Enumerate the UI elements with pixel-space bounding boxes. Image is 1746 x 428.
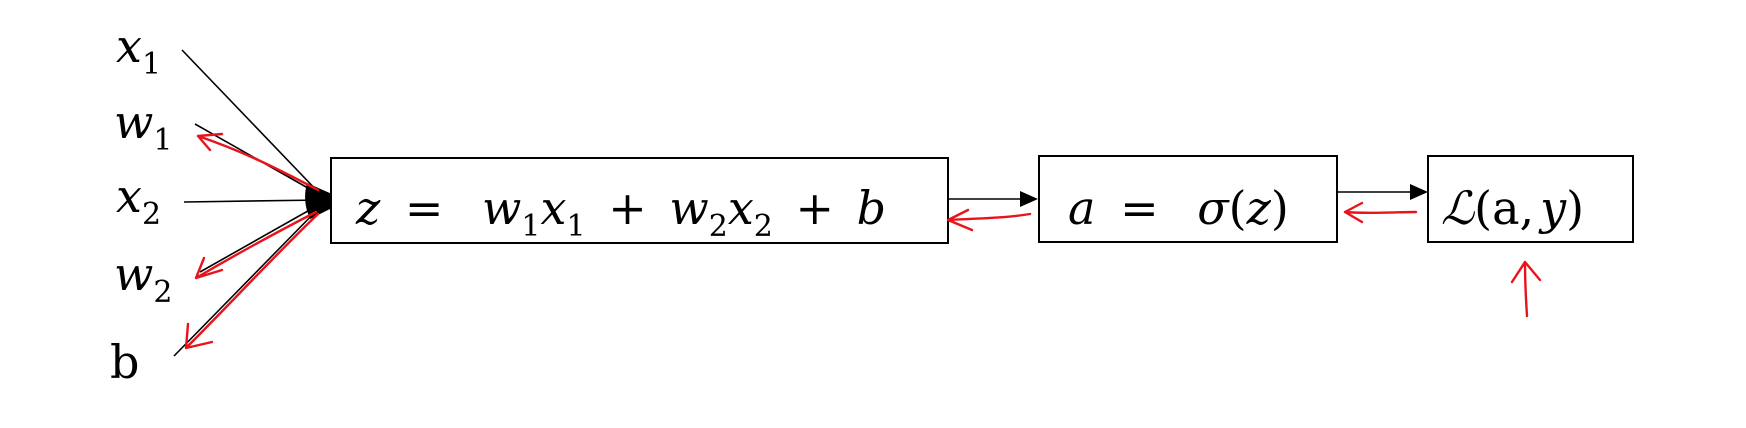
linear-node [330, 157, 949, 244]
backprop-arrow-into-loss [1510, 260, 1542, 318]
input-x2: x2 [116, 169, 161, 232]
forward-arrowhead-icon [1020, 191, 1038, 207]
activation-node-formula: a = σ(z) [1068, 181, 1289, 235]
backprop-arrow-a-to-z [946, 208, 1032, 232]
forward-arrowhead-icon [1410, 184, 1428, 200]
edge-w2 [199, 202, 323, 273]
backprop-arrows [184, 132, 1542, 350]
edge-b [173, 204, 323, 357]
backprop-arrow-to-b [184, 212, 320, 350]
input-b: b [110, 335, 139, 389]
junction-arrow-icon [305, 183, 332, 219]
linear-node-formula: z = w1x1 + w2x2 + b [355, 181, 886, 247]
edge-x2 [183, 199, 323, 203]
input-edges [173, 49, 323, 357]
loss-node-formula: ℒ(a, y) [1441, 181, 1584, 235]
input-w1: w1 [114, 95, 172, 158]
backprop-arrow-loss-to-a [1343, 201, 1418, 224]
loss-node [1427, 155, 1634, 243]
input-w2: w2 [114, 247, 172, 310]
backprop-arrow-to-w2 [194, 210, 318, 280]
edge-x1 [181, 49, 323, 197]
input-x1: x1 [116, 19, 161, 82]
backprop-arrow-to-w1 [196, 132, 320, 192]
activation-node [1038, 155, 1338, 243]
